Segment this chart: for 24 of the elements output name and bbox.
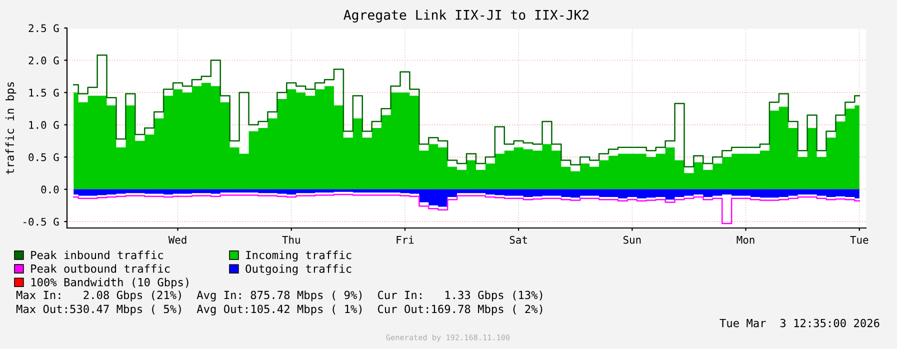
y-tick-label: 2.0 G bbox=[28, 56, 59, 64]
text: Max Out:530.47 Mbps ( 5%) Avg Out:105.42 Mbps ( 1%) Cur Out:169.78 Mbps ( 2%) bbox=[16, 304, 542, 316]
chart-title: Agregate Link IIX-JI to IIX-JK2 bbox=[344, 10, 589, 22]
text: Tue Mar 3 12:35:00 2026 bbox=[720, 318, 880, 328]
x-tick-label: Wed bbox=[168, 236, 186, 244]
y-tick-label: 1.0 G bbox=[29, 121, 59, 129]
y-tick-label: 1.5 G bbox=[29, 88, 59, 97]
legend-label: Incoming traffic bbox=[246, 250, 352, 262]
x-tick-label: Sat bbox=[510, 236, 527, 244]
y-tick-label: 0.5 G bbox=[28, 153, 59, 162]
legend-label: Peak outbound traffic bbox=[31, 264, 170, 273]
y-tick-label: 2.5 G bbox=[28, 24, 59, 32]
y-tick-label: 0.0 bbox=[41, 186, 59, 194]
x-tick-label: Mon bbox=[736, 236, 754, 244]
legend-label: Peak inbound traffic bbox=[31, 250, 163, 260]
x-tick-label: Thu bbox=[282, 236, 300, 244]
text: Max In: 2.08 Gbps (21%) Avg In: 875.78 Mbps ( 9%) Cur In: 1.33 Gbps (13%) bbox=[16, 290, 542, 302]
x-tick-label: Fri bbox=[396, 236, 414, 244]
y-tick-label: -0.5 G bbox=[24, 218, 59, 226]
legend-label: 100% Bandwidth (10 Gbps) bbox=[31, 278, 188, 289]
y-axis-title: traffic in bps bbox=[5, 82, 16, 174]
x-tick-label: Tue bbox=[850, 236, 868, 244]
legend-label: Outgoing traffic bbox=[246, 264, 352, 276]
x-tick-label: Sun bbox=[623, 236, 641, 244]
